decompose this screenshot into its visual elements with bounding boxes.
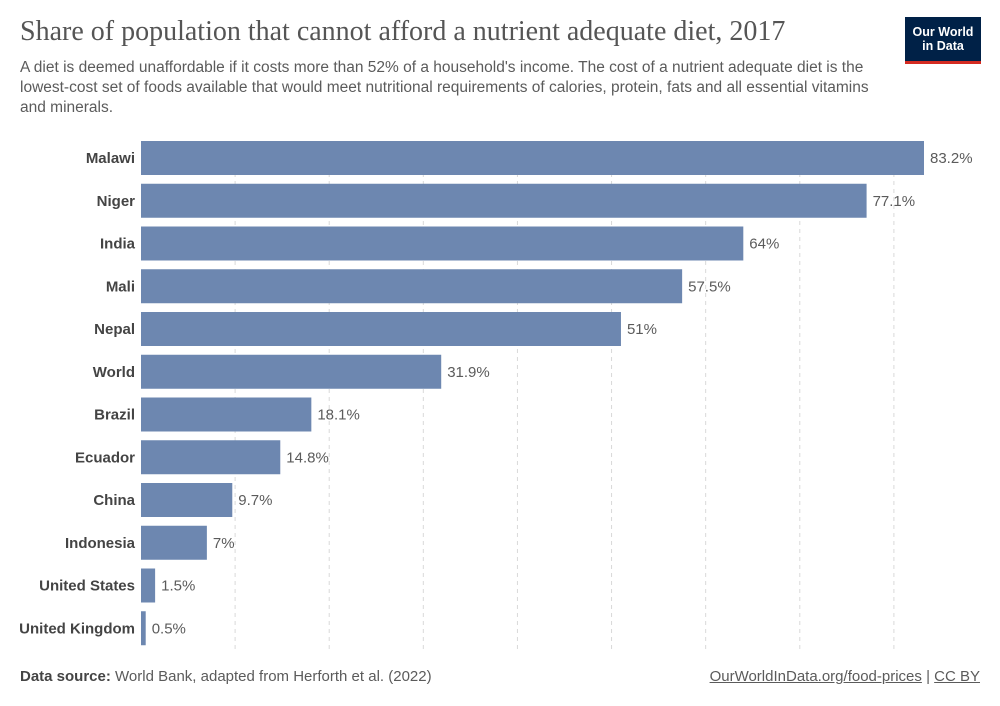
bar[interactable] <box>141 611 146 646</box>
value-label: 9.7% <box>238 492 272 509</box>
value-labels: 83.2% 77.1% 64% 57.5% 51% 31.9% 18.1% 14.8% 9.7%… <box>152 150 973 637</box>
category-label: World <box>93 364 135 381</box>
bar[interactable] <box>141 568 156 603</box>
source-link[interactable]: OurWorldInData.org/food-prices <box>709 668 922 685</box>
category-label: Indonesia <box>65 535 136 552</box>
category-labels: Malawi Niger India Mali Nepal World Brazil Ecua… <box>19 150 135 637</box>
data-source: Data source: World Bank, adapted from He… <box>20 668 432 685</box>
value-label: 0.5% <box>152 620 186 637</box>
value-label: 64% <box>749 236 779 253</box>
value-label: 18.1% <box>317 407 360 424</box>
chart-subtitle: A diet is deemed unaffordable if it cost… <box>20 59 869 116</box>
category-label: Nepal <box>94 321 135 338</box>
category-label: Mali <box>106 278 135 295</box>
gridlines <box>234 141 895 651</box>
data-source-text: World Bank, adapted from Herforth et al.… <box>115 668 432 685</box>
chart-title: Share of population that cannot afford a… <box>20 16 786 47</box>
bar[interactable] <box>141 141 924 175</box>
license-link[interactable]: CC BY <box>934 668 980 685</box>
value-label: 7% <box>213 535 235 552</box>
value-label: 83.2% <box>930 150 973 167</box>
value-label: 14.8% <box>286 449 329 466</box>
value-label: 1.5% <box>161 578 195 595</box>
bar-chart: Malawi Niger India Mali Nepal World Brazil Ecua… <box>19 141 973 651</box>
footer-separator: | <box>926 668 930 685</box>
data-source-label: Data source: <box>20 668 111 685</box>
bar[interactable] <box>141 226 744 261</box>
bar[interactable] <box>141 440 281 475</box>
category-label: United Kingdom <box>19 620 135 637</box>
bar[interactable] <box>141 269 683 304</box>
bars <box>141 141 924 646</box>
owid-logo[interactable]: Our World in Data <box>905 17 981 64</box>
value-label: 57.5% <box>688 278 731 295</box>
bar[interactable] <box>141 183 867 218</box>
value-label: 31.9% <box>447 364 490 381</box>
bar[interactable] <box>141 483 233 517</box>
bar[interactable] <box>141 525 207 560</box>
value-label: 51% <box>627 321 657 338</box>
category-label: China <box>93 492 135 509</box>
category-label: Malawi <box>86 150 135 167</box>
logo-line-1: Our World <box>912 25 974 39</box>
category-label: India <box>100 236 136 253</box>
category-label: Niger <box>97 193 136 210</box>
bar[interactable] <box>141 397 312 432</box>
footer-links: OurWorldInData.org/food-prices | CC BY <box>710 668 980 685</box>
bar[interactable] <box>141 354 442 389</box>
category-label: Brazil <box>94 407 135 424</box>
category-label: United States <box>39 578 135 595</box>
bar[interactable] <box>141 312 621 346</box>
category-label: Ecuador <box>75 449 135 466</box>
value-label: 77.1% <box>873 193 916 210</box>
logo-line-2: in Data <box>922 39 964 53</box>
